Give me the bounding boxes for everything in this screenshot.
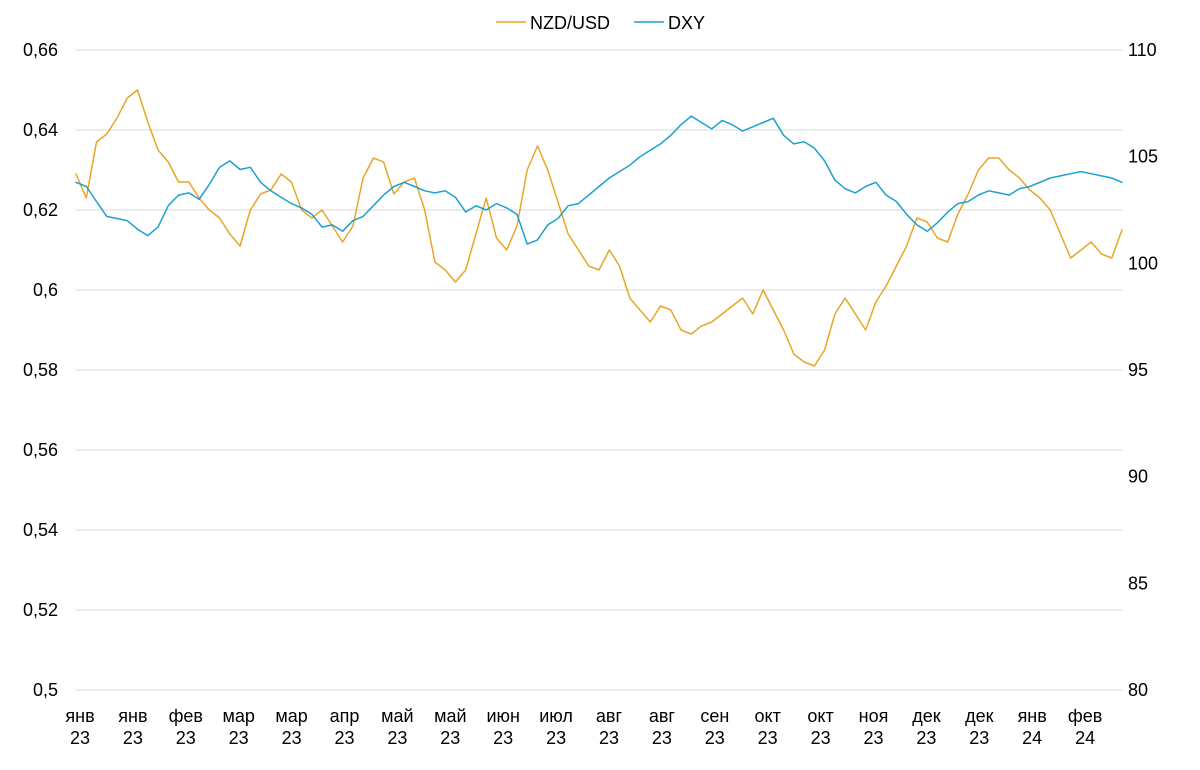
left-axis-tick-label: 0,5 bbox=[33, 680, 58, 700]
left-axis-tick-label: 0,52 bbox=[23, 600, 58, 620]
left-axis-tick-label: 0,66 bbox=[23, 40, 58, 60]
left-axis-tick-label: 0,58 bbox=[23, 360, 58, 380]
right-axis-tick-label: 80 bbox=[1128, 680, 1148, 700]
x-axis-tick-label: мар 23 bbox=[222, 706, 254, 748]
left-axis-tick-label: 0,62 bbox=[23, 200, 58, 220]
x-axis-tick-label: фев 23 bbox=[169, 706, 203, 748]
legend: NZD/USD DXY bbox=[496, 13, 705, 33]
x-axis-tick-label: янв 23 bbox=[65, 706, 94, 748]
legend-label-nzdusd: NZD/USD bbox=[530, 13, 610, 33]
right-axis-tick-label: 85 bbox=[1128, 573, 1148, 593]
right-axis-ticks: 80 85 90 95 100 105 110 bbox=[1128, 40, 1158, 700]
x-axis-tick-label: мар 23 bbox=[275, 706, 307, 748]
gridlines bbox=[76, 49, 1123, 691]
series-line-nzdusd bbox=[75, 89, 1123, 367]
x-axis-tick-label: окт 23 bbox=[807, 706, 833, 748]
x-axis-tick-label: окт 23 bbox=[755, 706, 781, 748]
x-axis-tick-label: дек 23 bbox=[912, 706, 941, 748]
series-lines bbox=[75, 89, 1123, 367]
left-axis-tick-label: 0,54 bbox=[23, 520, 58, 540]
x-axis-tick-label: дек 23 bbox=[965, 706, 994, 748]
x-axis-tick-label: ноя 23 bbox=[859, 706, 889, 748]
x-axis-tick-label: июл 23 bbox=[539, 706, 573, 748]
x-axis-tick-label: апр 23 bbox=[330, 706, 360, 748]
x-axis-tick-label: фев 24 bbox=[1068, 706, 1102, 748]
right-axis-tick-label: 105 bbox=[1128, 147, 1158, 167]
x-axis-tick-label: май 23 bbox=[381, 706, 413, 748]
left-axis-tick-label: 0,56 bbox=[23, 440, 58, 460]
left-axis-ticks: 0,5 0,52 0,54 0,56 0,58 0,6 0,62 0,64 0,66 bbox=[23, 40, 58, 700]
right-axis-tick-label: 100 bbox=[1128, 253, 1158, 273]
x-axis-tick-label: июн 23 bbox=[486, 706, 520, 748]
x-axis-tick-label: май 23 bbox=[434, 706, 466, 748]
x-axis-tick-label: авг 23 bbox=[596, 706, 623, 748]
x-axis-tick-label: янв 24 bbox=[1018, 706, 1047, 748]
left-axis-tick-label: 0,6 bbox=[33, 280, 58, 300]
legend-label-dxy: DXY bbox=[668, 13, 705, 33]
series-line-dxy bbox=[75, 115, 1123, 245]
x-axis-tick-label: янв 23 bbox=[118, 706, 147, 748]
right-axis-tick-label: 95 bbox=[1128, 360, 1148, 380]
x-axis-tick-label: авг 23 bbox=[649, 706, 676, 748]
x-axis-ticks: янв 23 янв 23 фев 23 мар 23 мар 23 апр 23 май 23 май 23… bbox=[65, 706, 1102, 748]
right-axis-tick-label: 110 bbox=[1128, 40, 1157, 60]
x-axis-tick-label: сен 23 bbox=[700, 706, 729, 748]
right-axis-tick-label: 90 bbox=[1128, 467, 1148, 487]
left-axis-tick-label: 0,64 bbox=[23, 120, 58, 140]
